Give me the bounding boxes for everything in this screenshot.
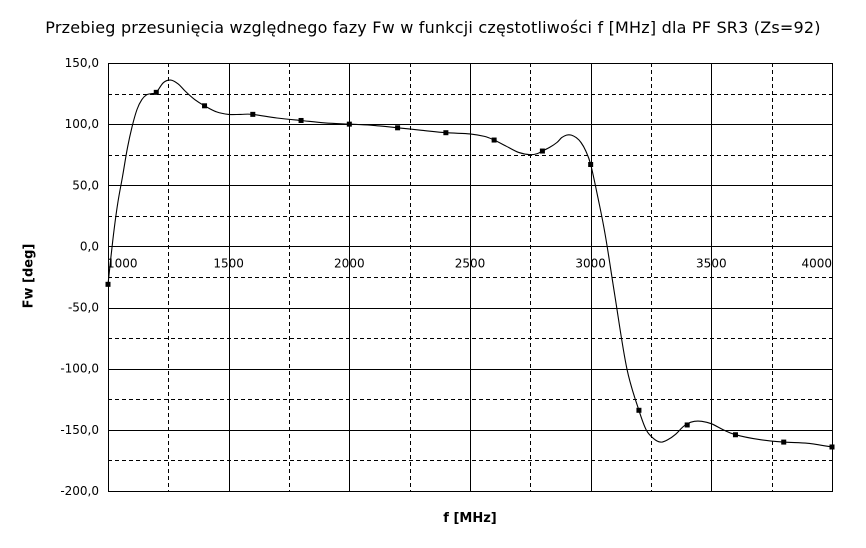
x-tick-label: 4000	[801, 256, 832, 270]
x-tick-label: 1500	[213, 256, 244, 270]
data-point	[732, 432, 738, 438]
x-tick-label: 1000	[107, 256, 138, 270]
data-point	[781, 439, 787, 445]
y-tick-label: 100,0	[65, 117, 99, 131]
y-tick-label: -100,0	[60, 362, 99, 376]
series-line	[107, 79, 833, 448]
y-tick-label: -200,0	[60, 484, 99, 498]
data-point	[684, 422, 690, 428]
y-tick-label: -150,0	[60, 423, 99, 437]
data-point	[539, 148, 545, 154]
data-point	[202, 103, 208, 109]
x-tick-label: 2500	[455, 256, 486, 270]
y-tick-labels: 150,0 100,0 50,0 0,0 -50,0 -100,0 -150,0 -200,0	[60, 56, 99, 498]
x-axis-label: f [MHz]	[443, 511, 497, 526]
y-tick-label: 0,0	[80, 239, 99, 253]
y-tick-label: 150,0	[65, 56, 99, 70]
data-curve	[107, 79, 833, 448]
data-point	[105, 281, 111, 287]
data-point	[395, 125, 401, 131]
x-tick-label: 3500	[696, 256, 727, 270]
data-point	[829, 444, 835, 450]
data-point	[588, 161, 594, 167]
y-tick-label: -50,0	[68, 301, 99, 315]
data-point	[443, 130, 449, 136]
data-point	[491, 137, 497, 143]
data-point	[346, 121, 352, 127]
y-tick-label: 50,0	[72, 178, 99, 192]
data-markers	[105, 89, 835, 450]
chart-title: Przebieg przesunięcia względnego fazy Fw…	[45, 18, 821, 37]
data-point	[250, 111, 256, 117]
data-point	[153, 89, 159, 95]
data-point	[298, 117, 304, 123]
x-tick-label: 3000	[575, 256, 606, 270]
x-tick-labels: 1000 1500 2000 2500 3000 3500 4000	[107, 256, 832, 270]
data-point	[636, 407, 642, 413]
x-tick-label: 2000	[334, 256, 365, 270]
